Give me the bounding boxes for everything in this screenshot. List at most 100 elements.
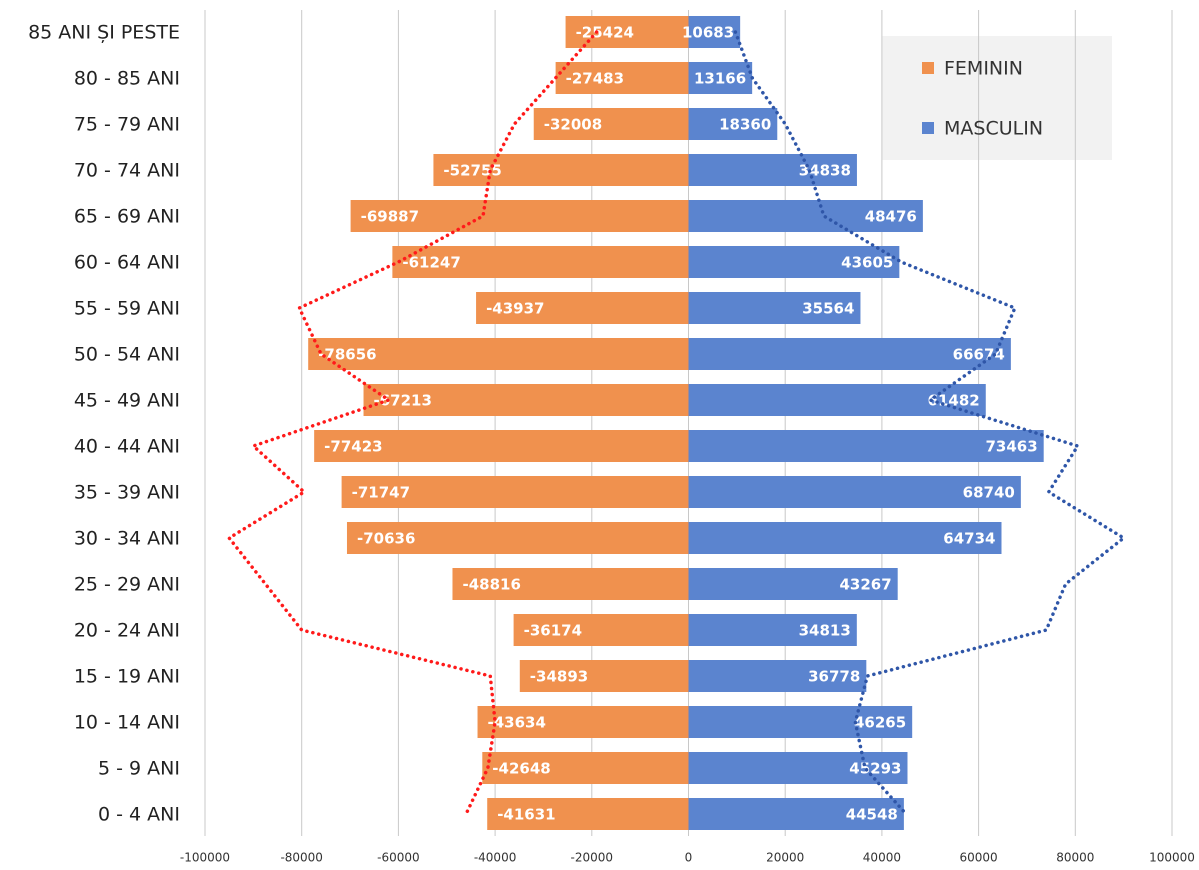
value-label: 36778 (808, 668, 860, 686)
value-label: 34838 (799, 162, 851, 180)
y-tick-label: 55 - 59 ANI (74, 298, 180, 320)
value-label: -77423 (324, 438, 382, 456)
value-label: -61247 (402, 254, 460, 272)
bar (477, 706, 689, 738)
y-tick-label: 10 - 14 ANI (74, 712, 180, 734)
value-label: -71747 (352, 484, 410, 502)
value-label: -27483 (566, 70, 624, 88)
value-label: -34893 (530, 668, 588, 686)
value-label: 68740 (963, 484, 1015, 502)
legend-label: FEMININ (944, 58, 1023, 80)
bar (688, 614, 857, 646)
bar (476, 292, 689, 324)
y-tick-label: 85 ANI ȘI PESTE (28, 22, 180, 44)
bar (688, 154, 857, 186)
x-tick-label: 60000 (960, 851, 998, 865)
value-label: 43267 (840, 576, 892, 594)
y-tick-label: 40 - 44 ANI (74, 436, 180, 458)
value-label: -48816 (462, 576, 520, 594)
y-tick-label: 65 - 69 ANI (74, 206, 180, 228)
value-label: 18360 (719, 116, 771, 134)
y-tick-label: 45 - 49 ANI (74, 390, 180, 412)
x-tick-label: -80000 (280, 851, 323, 865)
value-label: 48476 (865, 208, 917, 226)
x-tick-label: 0 (685, 851, 693, 865)
y-tick-label: 80 - 85 ANI (74, 68, 180, 90)
value-label: -42648 (492, 760, 550, 778)
value-label: -32008 (544, 116, 602, 134)
legend-swatch (922, 122, 934, 134)
y-tick-label: 5 - 9 ANI (98, 758, 180, 780)
bar (688, 62, 753, 94)
bar (565, 16, 689, 48)
value-label: -70636 (357, 530, 415, 548)
x-tick-label: 100000 (1149, 851, 1195, 865)
x-tick-label: 40000 (863, 851, 901, 865)
bar (482, 752, 689, 784)
value-label: -69887 (361, 208, 419, 226)
value-label: 13166 (694, 70, 746, 88)
value-label: -43634 (488, 714, 546, 732)
bar (688, 706, 913, 738)
value-label: 34813 (799, 622, 851, 640)
legend-swatch (922, 62, 934, 74)
value-label: 73463 (986, 438, 1038, 456)
value-label: 10683 (682, 24, 734, 42)
x-tick-label: -60000 (377, 851, 420, 865)
value-label: -41631 (497, 806, 555, 824)
value-label: 66674 (953, 346, 1005, 364)
value-label: 64734 (943, 530, 995, 548)
value-label: -36174 (524, 622, 582, 640)
bar (350, 200, 689, 232)
y-tick-label: 75 - 79 ANI (74, 114, 180, 136)
bar (688, 384, 986, 416)
dotted-line (226, 30, 599, 816)
y-tick-label: 20 - 24 ANI (74, 620, 180, 642)
y-tick-label: 60 - 64 ANI (74, 252, 180, 274)
y-tick-label: 0 - 4 ANI (98, 804, 180, 826)
bar (392, 246, 689, 278)
y-tick-label: 25 - 29 ANI (74, 574, 180, 596)
bar (688, 522, 1002, 554)
bar (341, 476, 689, 508)
y-tick-label: 15 - 19 ANI (74, 666, 180, 688)
value-label: -25424 (576, 24, 634, 42)
bar (688, 292, 861, 324)
y-tick-label: 50 - 54 ANI (74, 344, 180, 366)
bar (688, 752, 908, 784)
bar (487, 798, 689, 830)
x-tick-label: 80000 (1056, 851, 1094, 865)
bar (308, 338, 689, 370)
value-label: -52755 (443, 162, 501, 180)
bar (513, 614, 689, 646)
x-tick-label: -20000 (571, 851, 614, 865)
bar (346, 522, 689, 554)
bar (688, 338, 1011, 370)
x-tick-label: 20000 (766, 851, 804, 865)
value-label: -78656 (318, 346, 376, 364)
bar (363, 384, 689, 416)
y-tick-label: 35 - 39 ANI (74, 482, 180, 504)
bar (555, 62, 689, 94)
bar (688, 200, 923, 232)
bar (688, 108, 778, 140)
bar (688, 246, 900, 278)
y-tick-label: 30 - 34 ANI (74, 528, 180, 550)
bar (688, 568, 898, 600)
value-label: 43605 (841, 254, 893, 272)
bar (688, 430, 1044, 462)
bar (688, 660, 867, 692)
x-tick-label: -100000 (180, 851, 230, 865)
value-label: 35564 (802, 300, 854, 318)
value-label: 45293 (849, 760, 901, 778)
x-tick-label: -40000 (474, 851, 517, 865)
legend-label: MASCULIN (944, 118, 1043, 140)
value-label: -67213 (374, 392, 432, 410)
bar (433, 154, 689, 186)
value-label: 44548 (846, 806, 898, 824)
value-label: -43937 (486, 300, 544, 318)
legend-box (882, 36, 1112, 160)
value-label: 61482 (928, 392, 980, 410)
